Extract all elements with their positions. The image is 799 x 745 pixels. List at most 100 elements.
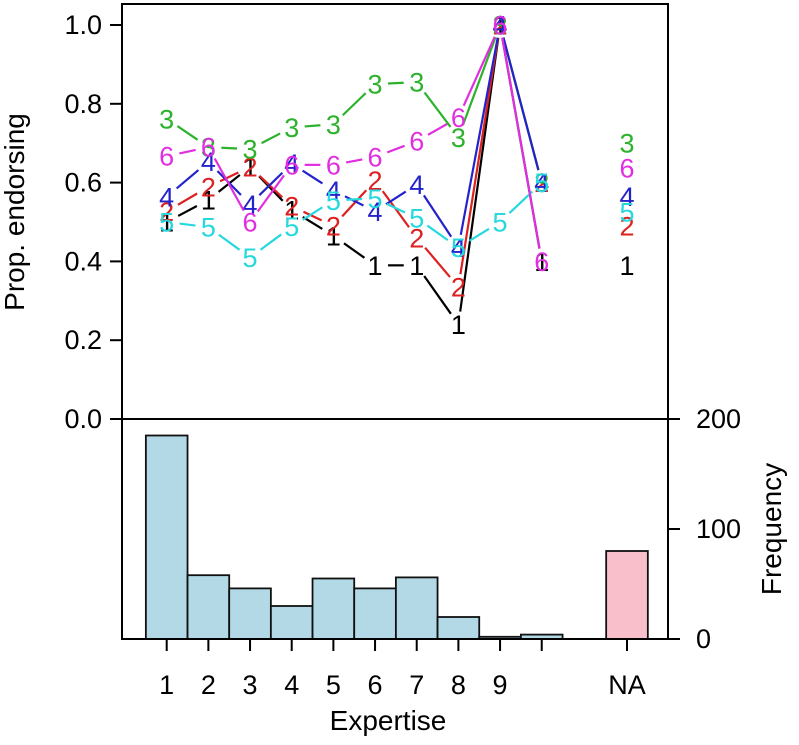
series-1-segment (177, 205, 198, 217)
histogram-bar (436, 616, 481, 640)
series-6-point-label: 6 (326, 150, 341, 180)
y-axis-tick-label: 0.6 (64, 168, 102, 198)
series-2-point-label: 2 (409, 223, 424, 253)
series-3-point-label: 3 (368, 70, 383, 100)
series-6-segment (501, 37, 541, 249)
series-1-point-label: 1 (159, 208, 174, 238)
series-6-point-label: 6 (534, 247, 549, 277)
series-2-segment (424, 246, 451, 278)
series-2-segment (302, 210, 323, 222)
y-axis-tick-label: 0.0 (64, 404, 102, 434)
series-3-segment (176, 125, 199, 141)
series-5-segment (346, 197, 363, 201)
series-1-point-label: 1 (201, 185, 216, 215)
series-4-segment (422, 194, 453, 238)
series-5-point-label: 5 (284, 212, 299, 242)
x-axis-tick-label: 4 (284, 670, 299, 700)
prop-endorsing-axis-title: Prop. endorsing (0, 113, 30, 311)
series-2-segment (459, 37, 500, 275)
x-axis-tick-label: 7 (409, 670, 424, 700)
series-1-point-label: 1 (451, 310, 466, 340)
series-4-segment (302, 169, 324, 185)
x-axis-tick-label: 3 (243, 670, 258, 700)
histogram-bar (394, 576, 439, 640)
series-4-segment (175, 169, 200, 190)
series-1-segment (459, 37, 500, 312)
series-1-point-label: 1 (326, 221, 341, 251)
series-4-point-label: 4 (368, 197, 383, 227)
series-2-segment (177, 192, 198, 206)
series-4-segment (258, 171, 284, 196)
series-3-segment (221, 146, 238, 150)
series-5-point-label: 5 (201, 213, 216, 243)
histogram-bar (228, 587, 272, 640)
series-2-segment (219, 171, 239, 183)
histogram-bar (311, 577, 356, 640)
series-3-point-label: 3 (534, 168, 549, 198)
series-2-segment (341, 189, 368, 218)
series-4-point-label: 4 (201, 147, 216, 177)
histogram-bar (186, 574, 231, 640)
series-5-point-label: 5 (451, 233, 466, 263)
y-axis-tick-label: 0.8 (64, 89, 102, 119)
series-5-na-point-label: 5 (619, 198, 634, 228)
series-6-segment (427, 123, 448, 136)
series-1-point-label: 1 (493, 11, 508, 41)
series-2-point-label: 2 (326, 211, 341, 241)
series-3-na-point-label: 3 (619, 129, 634, 159)
series-6-point-label: 6 (409, 127, 424, 157)
series-4-segment (502, 37, 540, 171)
y-axis-tick-label: 1.0 (64, 10, 102, 40)
series-5-segment (259, 233, 282, 251)
series-3-point-label: 3 (451, 123, 466, 153)
series-5-segment (218, 233, 241, 251)
series-4-segment (344, 195, 364, 207)
series-1-segment (302, 216, 323, 230)
series-5-point-label: 5 (493, 208, 508, 238)
series-4-point-label: 4 (243, 190, 258, 220)
series-5-segment (468, 227, 490, 242)
histogram-bar (144, 434, 189, 640)
series-3-point-label: 3 (159, 104, 174, 134)
series-5-point-label: 5 (243, 243, 258, 273)
frequency-axis-tick-label: 200 (696, 404, 741, 434)
series-5-point-label: 5 (368, 184, 383, 214)
series-6-segment (345, 158, 363, 164)
series-6-segment (386, 144, 405, 154)
series-4-segment (459, 37, 499, 236)
series-1-point-label: 1 (409, 251, 424, 281)
x-axis-tick-label: 9 (493, 670, 508, 700)
series-3-segment (261, 132, 281, 145)
series-6-segment (179, 148, 196, 155)
histogram-bar (353, 587, 397, 640)
series-3-point-label: 3 (493, 11, 508, 41)
series-3-point-label: 3 (243, 135, 258, 165)
series-2-point-label: 2 (368, 166, 383, 196)
series-1-point-label: 1 (284, 196, 299, 226)
series-1-point-label: 1 (368, 251, 383, 281)
series-6-point-label: 6 (159, 142, 174, 172)
x-axis-tick-label: 2 (201, 670, 216, 700)
series-6-segment (462, 36, 496, 107)
series-5-segment (426, 224, 449, 241)
series-3-segment (304, 124, 321, 128)
series-3-segment (461, 36, 497, 126)
frequency-axis-tick-label: 100 (696, 514, 741, 544)
series-3-point-label: 3 (284, 113, 299, 143)
series-6-segment (256, 174, 285, 213)
series-5-point-label: 5 (326, 186, 341, 216)
series-4-point-label: 4 (493, 11, 508, 41)
x-axis-tick-label: 8 (451, 670, 466, 700)
series-6-point-label: 6 (368, 142, 383, 172)
x-axis-tick-label: 1 (159, 670, 174, 700)
series-3-segment (387, 81, 404, 85)
series-6-segment (213, 157, 245, 212)
series-6-point-label: 6 (284, 150, 299, 180)
series-2-point-label: 2 (534, 168, 549, 198)
series-4-point-label: 4 (284, 149, 299, 179)
series-3-segment (423, 91, 452, 128)
series-1-point-label: 1 (534, 247, 549, 277)
series-3-point-label: 3 (326, 110, 341, 140)
